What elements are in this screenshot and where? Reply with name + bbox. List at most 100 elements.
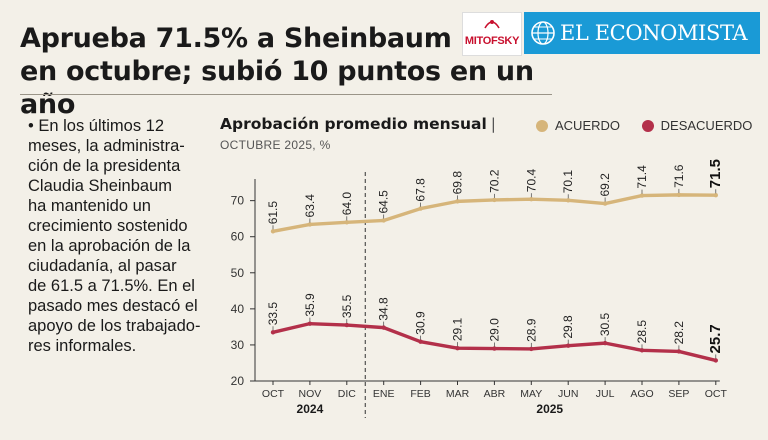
- summary-line: meses, la administra-: [28, 137, 185, 155]
- mitofsky-logo-text: MITOFSKY: [464, 35, 520, 47]
- el-economista-logo: EL ECONOMISTA: [524, 12, 760, 54]
- summary-line: crecimiento sostenido: [28, 217, 188, 235]
- y-tick-label: 70: [231, 194, 245, 208]
- data-point: [713, 358, 718, 363]
- data-label: 69.8: [451, 171, 465, 195]
- data-point: [602, 201, 608, 206]
- el-economista-logo-text: EL ECONOMISTA: [560, 21, 748, 45]
- summary-text: • En los últimos 12 meses, la administra…: [28, 116, 206, 356]
- data-label: 28.5: [635, 320, 649, 344]
- data-label: 67.8: [414, 178, 428, 202]
- data-label: 29.1: [451, 317, 465, 341]
- y-tick-label: 20: [231, 374, 245, 388]
- data-point: [676, 192, 682, 198]
- x-tick-label: OCT: [705, 388, 728, 400]
- chart-title: Aprobación promedio mensual |: [220, 115, 496, 133]
- data-point: [307, 321, 313, 326]
- chart-title-text: Aprobación promedio mensual: [220, 115, 487, 133]
- legend-item-acuerdo: ACUERDO: [536, 118, 620, 133]
- data-point: [639, 348, 645, 353]
- summary-line: pasado mes destacó el: [28, 297, 198, 315]
- data-label: 70.4: [524, 169, 538, 193]
- legend-label-desacuerdo: DESACUERDO: [660, 118, 753, 133]
- summary-line: en la aprobación de la: [28, 237, 191, 255]
- data-point: [344, 322, 349, 328]
- x-tick-label: OCT: [262, 388, 285, 400]
- summary-line: ciudadanía, al pasar: [28, 257, 177, 275]
- data-point: [602, 340, 608, 346]
- year-label: 2024: [297, 402, 324, 416]
- data-point: [455, 199, 460, 204]
- y-tick-label: 40: [231, 302, 245, 316]
- data-point: [344, 220, 349, 225]
- x-tick-label: MAR: [446, 388, 470, 400]
- globe-icon: [531, 21, 555, 45]
- data-label: 71.4: [635, 165, 649, 189]
- data-point: [381, 325, 386, 330]
- x-tick-label: JUN: [558, 388, 578, 400]
- x-tick-label: AGO: [630, 388, 653, 400]
- data-point: [455, 345, 460, 351]
- data-label: 33.5: [266, 302, 280, 326]
- data-point: [418, 339, 423, 344]
- data-point: [529, 346, 534, 352]
- summary-line: apoyo de los trabajado-: [28, 317, 201, 335]
- data-label: 29.8: [561, 315, 575, 339]
- year-label: 2025: [536, 402, 563, 416]
- legend-dot-desacuerdo: [641, 119, 654, 132]
- x-tick-label: DIC: [338, 388, 357, 400]
- data-point: [418, 206, 423, 211]
- data-point: [492, 197, 497, 203]
- x-tick-label: MAY: [520, 388, 542, 400]
- legend-dot-acuerdo: [536, 119, 548, 132]
- data-label: 35.9: [303, 293, 317, 317]
- x-tick-label: NOV: [299, 388, 322, 400]
- data-point: [529, 197, 534, 202]
- mitofsky-mark-icon: [484, 20, 500, 29]
- title-separator: |: [490, 115, 496, 133]
- data-label: 71.6: [672, 164, 686, 188]
- legend-item-desacuerdo: DESACUERDO: [641, 118, 753, 133]
- y-tick-label: 50: [231, 266, 245, 280]
- x-tick-label: SEP: [668, 388, 689, 400]
- data-point: [492, 346, 497, 351]
- y-tick-label: 30: [231, 338, 245, 352]
- data-label: 71.5: [707, 159, 724, 188]
- data-label: 34.8: [377, 297, 391, 321]
- x-tick-label: JUL: [596, 388, 615, 400]
- data-label: 30.5: [598, 312, 612, 336]
- data-point: [566, 343, 571, 348]
- data-point: [566, 198, 571, 203]
- summary-line: • En los últimos 12: [28, 117, 165, 135]
- x-tick-label: ENE: [373, 388, 395, 400]
- data-label: 64.5: [377, 190, 391, 214]
- data-point: [639, 193, 645, 198]
- y-tick-label: 60: [231, 230, 245, 244]
- summary-line: Claudia Sheinbaum: [28, 177, 173, 195]
- data-label: 63.4: [303, 194, 317, 218]
- data-label: 61.5: [266, 201, 280, 225]
- summary-line: ción de la presidenta: [28, 157, 181, 175]
- data-label: 69.2: [598, 173, 612, 197]
- chart-legend: ACUERDO DESACUERDO: [536, 118, 768, 135]
- data-label: 70.1: [561, 170, 575, 194]
- chart-subtitle: OCTUBRE 2025, %: [220, 138, 331, 152]
- summary-line: res informales.: [28, 337, 137, 355]
- data-label: 30.9: [414, 311, 428, 335]
- data-point: [713, 193, 718, 198]
- headline: Aprueba 71.5% a Sheinbaum en octubre; su…: [20, 22, 540, 121]
- data-point: [381, 218, 386, 223]
- mitofsky-logo: MITOFSKY: [462, 12, 522, 56]
- headline-line-2: en octubre; subió 10 puntos en un año: [20, 56, 534, 120]
- x-tick-label: ABR: [484, 388, 506, 400]
- summary-line: de 61.5 a 71.5%. En el: [28, 277, 195, 295]
- data-point: [307, 222, 313, 227]
- data-label: 28.2: [672, 321, 686, 345]
- data-label: 64.0: [340, 192, 354, 216]
- data-label: 70.2: [487, 169, 501, 193]
- data-point: [270, 330, 276, 335]
- data-label: 29.0: [487, 318, 501, 342]
- x-tick-label: FEB: [410, 388, 430, 400]
- data-label: 28.9: [524, 318, 538, 342]
